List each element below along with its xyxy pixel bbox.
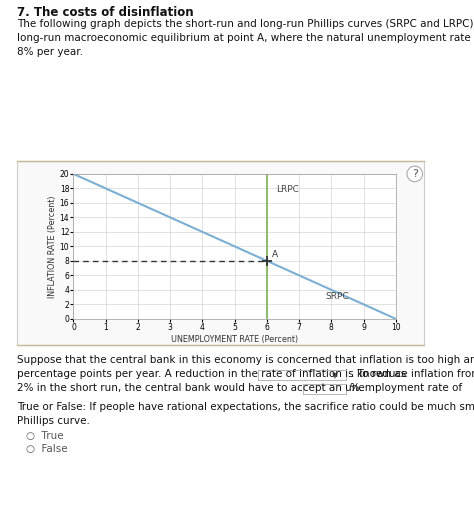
- Text: ○  False: ○ False: [26, 444, 68, 454]
- Text: . To reduce inflation from 8% to: . To reduce inflation from 8% to: [351, 369, 474, 379]
- Text: LRPC: LRPC: [276, 185, 300, 194]
- Text: percentage points per year. A reduction in the rate of inflation is known as: percentage points per year. A reduction …: [17, 369, 406, 379]
- Text: True or False: If people have rational expectations, the sacrifice ratio could b: True or False: If people have rational e…: [17, 402, 474, 426]
- Text: %.: %.: [350, 383, 363, 393]
- Text: ○  True: ○ True: [26, 431, 64, 441]
- Text: ?: ?: [412, 169, 418, 179]
- Text: 7. The costs of disinflation: 7. The costs of disinflation: [17, 6, 193, 19]
- Text: Suppose that the central bank in this economy is concerned that inflation is too: Suppose that the central bank in this ec…: [17, 355, 474, 365]
- Text: The following graph depicts the short-run and long-run Phillips curves (SRPC and: The following graph depicts the short-ru…: [17, 19, 474, 57]
- Text: SRPC: SRPC: [325, 291, 348, 300]
- Text: ▼: ▼: [332, 371, 338, 380]
- Y-axis label: INFLATION RATE (Percent): INFLATION RATE (Percent): [48, 195, 57, 298]
- Text: 2% in the short run, the central bank would have to accept an unemployment rate : 2% in the short run, the central bank wo…: [17, 383, 462, 393]
- X-axis label: UNEMPLOYMENT RATE (Percent): UNEMPLOYMENT RATE (Percent): [171, 335, 298, 344]
- Text: A: A: [272, 250, 278, 259]
